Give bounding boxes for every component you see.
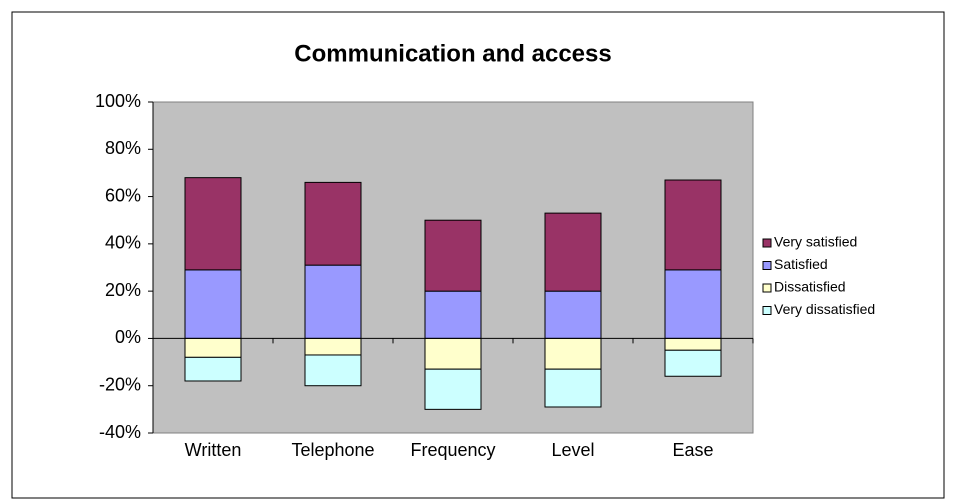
- bar-segment: [424, 290, 482, 339]
- legend-label: Very dissatisfied: [774, 301, 875, 317]
- y-tick-label: 60%: [105, 185, 141, 205]
- y-tick-label: 80%: [105, 138, 141, 158]
- bar-segment: [664, 269, 722, 339]
- bar-segment: [664, 349, 722, 377]
- legend-swatch: [762, 306, 772, 315]
- legend-swatch: [762, 261, 772, 270]
- bar-segment: [424, 337, 482, 370]
- bar-segment: [424, 368, 482, 410]
- bar-segment: [184, 177, 242, 271]
- bar-segment: [304, 264, 362, 339]
- bar-segment: [304, 354, 362, 387]
- y-tick-label: 20%: [105, 280, 141, 300]
- bar-segment: [184, 337, 242, 358]
- y-tick-label: 0%: [115, 327, 141, 347]
- legend-label: Dissatisfied: [774, 279, 846, 295]
- y-tick-label: -20%: [99, 374, 141, 394]
- legend-swatch: [762, 283, 772, 293]
- legend-swatch: [762, 238, 772, 248]
- y-tick-label: 40%: [105, 233, 141, 253]
- bar-segment: [664, 179, 722, 271]
- bar-segment: [664, 337, 722, 351]
- bar-segment: [304, 181, 362, 266]
- x-tick-label: Written: [185, 440, 242, 460]
- x-tick-label: Ease: [672, 440, 713, 460]
- x-tick-label: Level: [551, 440, 594, 460]
- chart-title: Communication and access: [294, 40, 611, 67]
- bar-segment: [424, 219, 482, 292]
- bar-segment: [544, 290, 602, 339]
- bar-segment: [544, 212, 602, 292]
- x-tick-label: Telephone: [291, 440, 374, 460]
- x-tick-label: Frequency: [410, 440, 495, 460]
- legend-label: Very satisfied: [774, 234, 857, 250]
- bar-segment: [544, 368, 602, 408]
- bar-segment: [304, 337, 362, 356]
- bar-segment: [184, 356, 242, 382]
- y-tick-label: 100%: [95, 91, 141, 111]
- y-tick-label: -40%: [99, 422, 141, 442]
- legend-label: Satisfied: [774, 256, 828, 272]
- bar-segment: [544, 337, 602, 370]
- bar-segment: [184, 269, 242, 339]
